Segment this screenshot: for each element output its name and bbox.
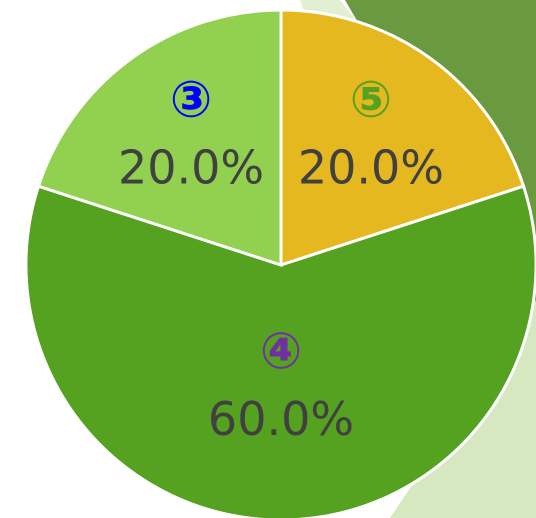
value-label: 20.0%: [118, 141, 264, 195]
category-label: ⑤: [350, 71, 392, 129]
value-label: 20.0%: [298, 141, 444, 195]
category-label: ④: [260, 322, 302, 380]
pie: ⑤ 20.0% ④ 60.0% ③ 20.0%: [24, 8, 536, 518]
pie-slice: [279, 8, 526, 268]
pie-slice: [36, 8, 283, 268]
category-label: ③: [170, 71, 212, 129]
value-label: 60.0%: [208, 392, 354, 446]
pie-slice: [24, 184, 536, 518]
